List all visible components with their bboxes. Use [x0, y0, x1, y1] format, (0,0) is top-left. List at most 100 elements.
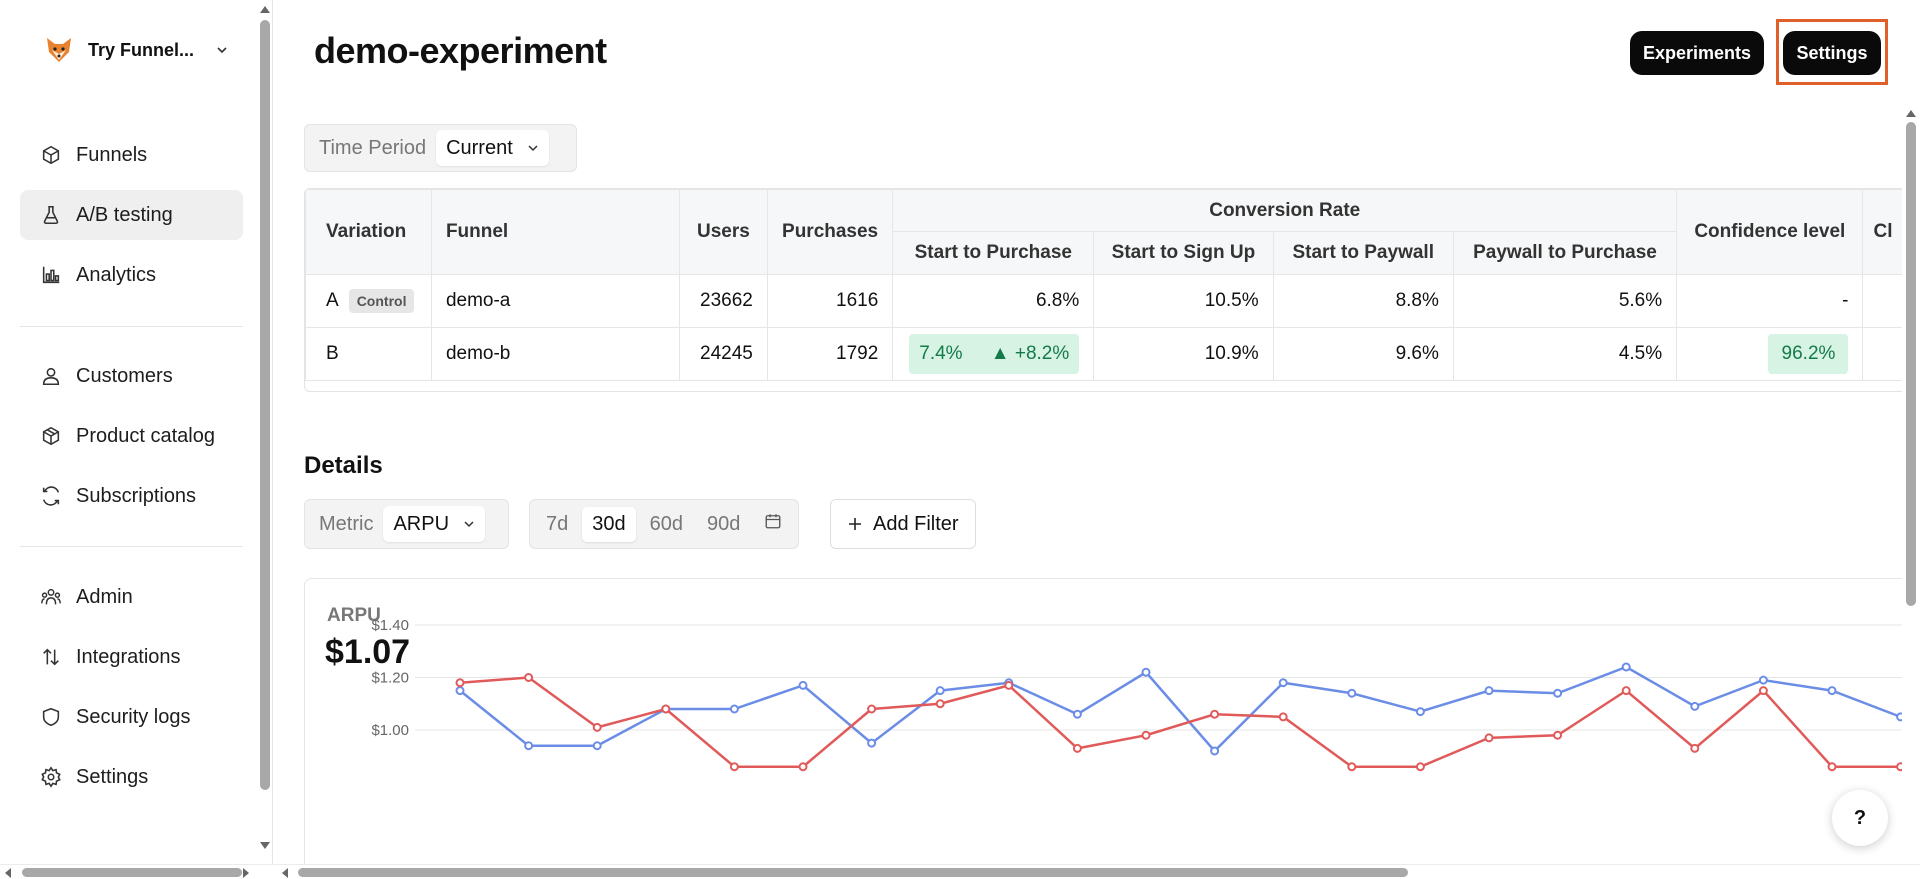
sidebar-item-label: Product catalog — [76, 424, 215, 447]
scroll-up-arrow-icon[interactable] — [1906, 110, 1916, 117]
data-point[interactable] — [1415, 762, 1425, 772]
sidebar-item-label: Analytics — [76, 263, 157, 286]
data-point[interactable] — [867, 704, 877, 714]
time-period-filter: Time Period Current — [304, 124, 577, 172]
data-point[interactable] — [524, 741, 534, 751]
confidence-positive: 96.2% — [1768, 334, 1849, 374]
sidebar-item-label: A/B testing — [76, 203, 173, 226]
scroll-down-arrow-icon[interactable] — [260, 842, 270, 849]
range-30d[interactable]: 30d — [582, 506, 636, 542]
data-point[interactable] — [935, 686, 945, 696]
range-7d[interactable]: 7d — [546, 512, 569, 535]
data-point[interactable] — [798, 680, 808, 690]
sidebar-scroll-thumb[interactable] — [260, 20, 270, 790]
data-point[interactable] — [1278, 678, 1288, 688]
chart-headline-value: $1.07 — [325, 633, 411, 671]
header-start-to-purchase: Start to Purchase — [892, 231, 1095, 275]
horizontal-scrollbar[interactable] — [0, 864, 1920, 879]
data-point[interactable] — [1278, 712, 1288, 722]
chevron-down-icon — [528, 145, 538, 152]
data-point[interactable] — [1347, 762, 1357, 772]
range-90d[interactable]: 90d — [707, 512, 741, 535]
main-scrollbar[interactable] — [1902, 0, 1920, 864]
data-point[interactable] — [798, 762, 808, 772]
table-row[interactable]: B demo-b 24245 1792 7.4% ▲ +8.2% 10.9% 9… — [305, 327, 1920, 381]
bar-chart-icon — [42, 266, 60, 284]
data-point[interactable] — [867, 738, 877, 748]
data-point[interactable] — [1210, 746, 1220, 756]
workspace-switcher[interactable]: Try Funnel... — [42, 30, 228, 70]
data-point[interactable] — [1621, 662, 1631, 672]
help-button[interactable]: ? — [1832, 790, 1888, 846]
data-point[interactable] — [1827, 762, 1837, 772]
data-point[interactable] — [1690, 743, 1700, 753]
user-icon — [42, 367, 60, 386]
sidebar-item-security-logs[interactable]: Security logs — [20, 692, 243, 742]
arpu-line-chart: $1.40 $1.20 $1.00 — [371, 617, 1920, 772]
header-start-to-paywall: Start to Paywall — [1272, 231, 1454, 275]
time-period-select[interactable]: Current — [436, 130, 549, 166]
add-filter-button[interactable]: Add Filter — [830, 499, 976, 549]
variation-cell: A Control — [305, 274, 432, 328]
table-row[interactable]: A Control demo-a 23662 1616 6.8% 10.5% 8.… — [305, 274, 1920, 328]
data-point[interactable] — [592, 722, 602, 732]
data-point[interactable] — [1758, 675, 1768, 685]
scroll-left-arrow-icon[interactable] — [282, 868, 288, 878]
scroll-right-arrow-icon[interactable] — [243, 868, 249, 878]
data-point[interactable] — [1484, 733, 1494, 743]
header-paywall-to-purchase: Paywall to Purchase — [1452, 231, 1678, 275]
sidebar-item-funnels[interactable]: Funnels — [20, 130, 243, 180]
data-point[interactable] — [1690, 701, 1700, 711]
data-point[interactable] — [1553, 730, 1563, 740]
main-hscroll-thumb[interactable] — [298, 868, 1408, 877]
sidebar-item-admin[interactable]: Admin — [20, 572, 243, 622]
series-line — [459, 676, 1920, 768]
main-scroll-thumb[interactable] — [1906, 122, 1916, 606]
data-point[interactable] — [1072, 709, 1082, 719]
settings-button[interactable]: Settings — [1783, 31, 1881, 75]
calendar-button[interactable] — [754, 506, 792, 542]
data-point[interactable] — [729, 762, 739, 772]
data-point[interactable] — [455, 686, 465, 696]
data-point[interactable] — [1553, 688, 1563, 698]
sidebar-item-subscriptions[interactable]: Subscriptions — [20, 471, 243, 521]
funnel-cell[interactable]: demo-b — [430, 327, 680, 381]
data-point[interactable] — [1210, 709, 1220, 719]
data-point[interactable] — [1141, 730, 1151, 740]
data-point[interactable] — [592, 741, 602, 751]
sidebar-item-product-catalog[interactable]: Product catalog — [20, 411, 243, 461]
metric-select[interactable]: ARPU — [383, 506, 486, 542]
sidebar-divider — [20, 546, 243, 547]
funnel-cell[interactable]: demo-a — [430, 274, 680, 328]
sidebar-hscroll-thumb[interactable] — [22, 868, 242, 877]
sidebar-item-ab-testing[interactable]: A/B testing — [20, 190, 243, 240]
experiments-button[interactable]: Experiments — [1630, 31, 1764, 75]
sidebar-item-customers[interactable]: Customers — [20, 351, 243, 401]
data-point[interactable] — [1758, 686, 1768, 696]
data-point[interactable] — [729, 704, 739, 714]
data-point[interactable] — [1072, 743, 1082, 753]
data-point[interactable] — [524, 673, 534, 682]
sidebar-item-analytics[interactable]: Analytics — [20, 250, 243, 300]
calendar-icon — [765, 514, 781, 529]
data-point[interactable] — [1141, 667, 1151, 677]
header-variation: Variation — [305, 189, 432, 275]
sidebar-scrollbar[interactable] — [257, 0, 273, 864]
data-point[interactable] — [1827, 686, 1837, 696]
data-point[interactable] — [661, 704, 671, 714]
data-point[interactable] — [935, 699, 945, 709]
data-point[interactable] — [1621, 686, 1631, 696]
scroll-up-arrow-icon[interactable] — [260, 6, 270, 13]
scroll-left-arrow-icon[interactable] — [5, 868, 11, 878]
settings-button-highlight — [1776, 19, 1888, 85]
data-point[interactable] — [1347, 688, 1357, 698]
data-point[interactable] — [455, 678, 465, 688]
sidebar-item-integrations[interactable]: Integrations — [20, 632, 243, 682]
sidebar-item-settings[interactable]: Settings — [20, 752, 243, 802]
data-point[interactable] — [1004, 680, 1014, 690]
data-point[interactable] — [1415, 707, 1425, 717]
data-point[interactable] — [1484, 686, 1494, 696]
cube-icon — [42, 145, 60, 165]
date-range-selector: 7d 30d 60d 90d — [529, 499, 800, 549]
range-60d[interactable]: 60d — [649, 512, 683, 535]
